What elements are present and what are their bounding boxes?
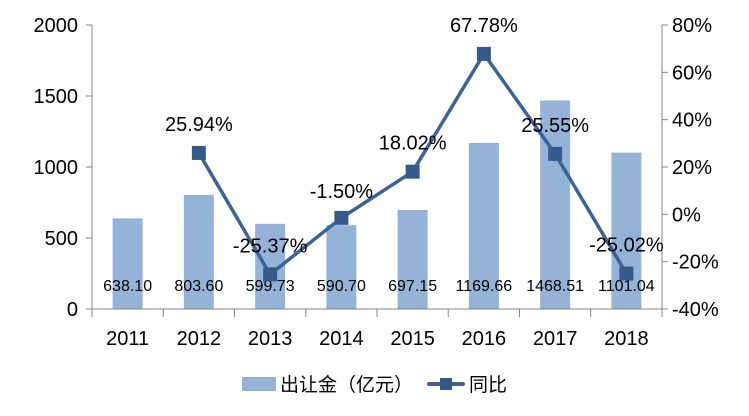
x-tick-label: 2015 bbox=[390, 328, 435, 350]
chart: 0 500 1000 1500 2000 -40% -20% 0% 20% 40% 60% 80% 20… bbox=[34, 15, 719, 350]
x-tick-label: 2011 bbox=[106, 328, 149, 350]
yoy-data-label: 18.02% bbox=[379, 133, 447, 155]
yoy-data-label: 25.94% bbox=[165, 114, 233, 136]
legend-swatch-bar bbox=[241, 376, 276, 391]
right-tick-label: 40% bbox=[672, 110, 712, 132]
bar-2012 bbox=[183, 194, 214, 309]
bar-data-label: 1101.04 bbox=[598, 278, 655, 295]
bar-2018 bbox=[611, 152, 642, 309]
x-tick-label: 2016 bbox=[462, 328, 507, 350]
bar-2016 bbox=[468, 142, 499, 309]
bar-2015 bbox=[397, 210, 428, 309]
bar-data-label: 697.15 bbox=[388, 278, 437, 295]
yoy-marker-2014 bbox=[334, 210, 349, 225]
yoy-marker-2018 bbox=[619, 266, 634, 281]
legend-label-line: 同比 bbox=[469, 374, 508, 396]
right-tick-label: 0% bbox=[672, 204, 701, 226]
bar-2014 bbox=[326, 225, 357, 309]
bar-data-label: 1169.66 bbox=[456, 278, 513, 295]
right-tick-label: 60% bbox=[672, 62, 712, 84]
legend-swatch-line bbox=[427, 377, 465, 391]
x-tick-label: 2018 bbox=[604, 328, 649, 350]
bar-data-label: 599.73 bbox=[246, 278, 295, 295]
yoy-marker-2012 bbox=[191, 145, 206, 160]
x-tick-label: 2013 bbox=[248, 328, 293, 350]
right-tick-label: -40% bbox=[672, 299, 719, 321]
bar-2011 bbox=[112, 218, 143, 309]
yoy-data-label: -25.37% bbox=[233, 235, 308, 257]
left-tick-label: 2000 bbox=[34, 15, 79, 37]
legend: 出让金（亿元） 同比 bbox=[0, 370, 749, 397]
left-tick-label: 0 bbox=[67, 299, 78, 321]
yoy-marker-2017 bbox=[548, 146, 563, 161]
right-tick-label: 20% bbox=[672, 157, 712, 179]
yoy-data-label: 25.55% bbox=[521, 115, 589, 137]
yoy-marker-2013 bbox=[263, 267, 278, 282]
x-tick-label: 2014 bbox=[319, 328, 364, 350]
yoy-data-label: -1.50% bbox=[310, 181, 374, 203]
legend-label-bar: 出让金（亿元） bbox=[279, 374, 413, 396]
bar-data-label: 803.60 bbox=[174, 278, 223, 295]
legend-item-line: 同比 bbox=[427, 370, 507, 397]
left-tick-label: 1500 bbox=[34, 86, 79, 108]
yoy-marker-2016 bbox=[476, 46, 491, 61]
bar-2017 bbox=[540, 100, 571, 309]
bar-data-label: 1468.51 bbox=[526, 278, 584, 295]
yoy-data-label: -25.02% bbox=[589, 235, 664, 257]
legend-item-bar: 出让金（亿元） bbox=[241, 370, 413, 397]
bar-data-label: 590.70 bbox=[317, 278, 366, 295]
left-tick-label: 500 bbox=[45, 228, 78, 250]
bar-data-label: 638.10 bbox=[103, 278, 152, 295]
x-tick-label: 2017 bbox=[533, 328, 578, 350]
yoy-data-label: 67.78% bbox=[450, 15, 518, 37]
x-tick-label: 2012 bbox=[177, 328, 222, 350]
left-tick-label: 1000 bbox=[34, 157, 79, 179]
right-tick-label: -20% bbox=[672, 252, 719, 274]
right-tick-label: 80% bbox=[672, 15, 712, 37]
yoy-marker-2015 bbox=[405, 164, 420, 179]
